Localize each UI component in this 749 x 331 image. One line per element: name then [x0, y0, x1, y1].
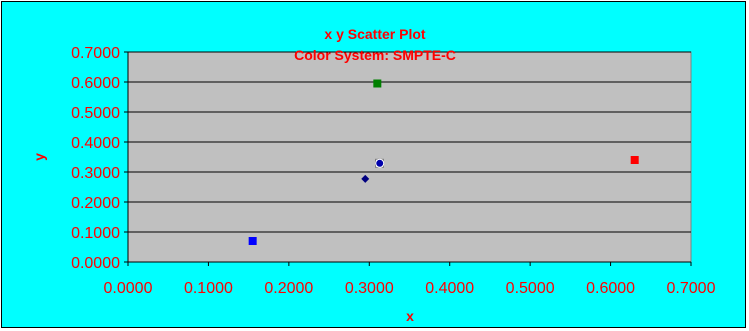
y-tick-label: 0.2000	[71, 195, 120, 212]
data-point	[375, 158, 385, 168]
x-tick-labels: 0.0000 0.1000 0.2000 0.3000 0.4000 0.5000 0.60…	[104, 262, 716, 297]
x-tick-label: 0.1000	[184, 280, 233, 297]
x-tick-label: 0.3000	[345, 280, 394, 297]
y-tick-labels: 0.0000 0.1000 0.2000 0.3000 0.4000 0.5000 0.60…	[71, 45, 128, 272]
x-tick-label: 0.0000	[104, 280, 153, 297]
y-tick-label: 0.1000	[71, 225, 120, 242]
data-point	[373, 79, 382, 88]
data-point	[248, 237, 257, 245]
y-axis-label: y	[31, 153, 47, 161]
x-tick-label: 0.2000	[264, 280, 313, 297]
chart-title-line-2: Color System: SMPTE-C	[294, 47, 456, 63]
data-point	[361, 174, 370, 183]
x-tick-label: 0.7000	[667, 280, 716, 297]
grid-lines	[127, 51, 691, 263]
plot-area	[127, 51, 692, 263]
x-tick-label: 0.6000	[586, 280, 635, 297]
x-axis-label: x	[406, 308, 414, 324]
y-tick-label: 0.3000	[71, 165, 120, 182]
y-tick-label: 0.5000	[71, 105, 120, 122]
data-point	[630, 156, 639, 164]
x-tick-label: 0.4000	[425, 280, 474, 297]
data-points	[248, 79, 639, 245]
chart-title-line-1: x y Scatter Plot	[324, 26, 425, 42]
x-tick-label: 0.5000	[506, 280, 555, 297]
y-tick-label: 0.6000	[71, 75, 120, 92]
y-tick-label: 0.4000	[71, 135, 120, 152]
y-tick-label: 0.7000	[71, 45, 120, 62]
y-tick-label: 0.0000	[71, 255, 120, 272]
